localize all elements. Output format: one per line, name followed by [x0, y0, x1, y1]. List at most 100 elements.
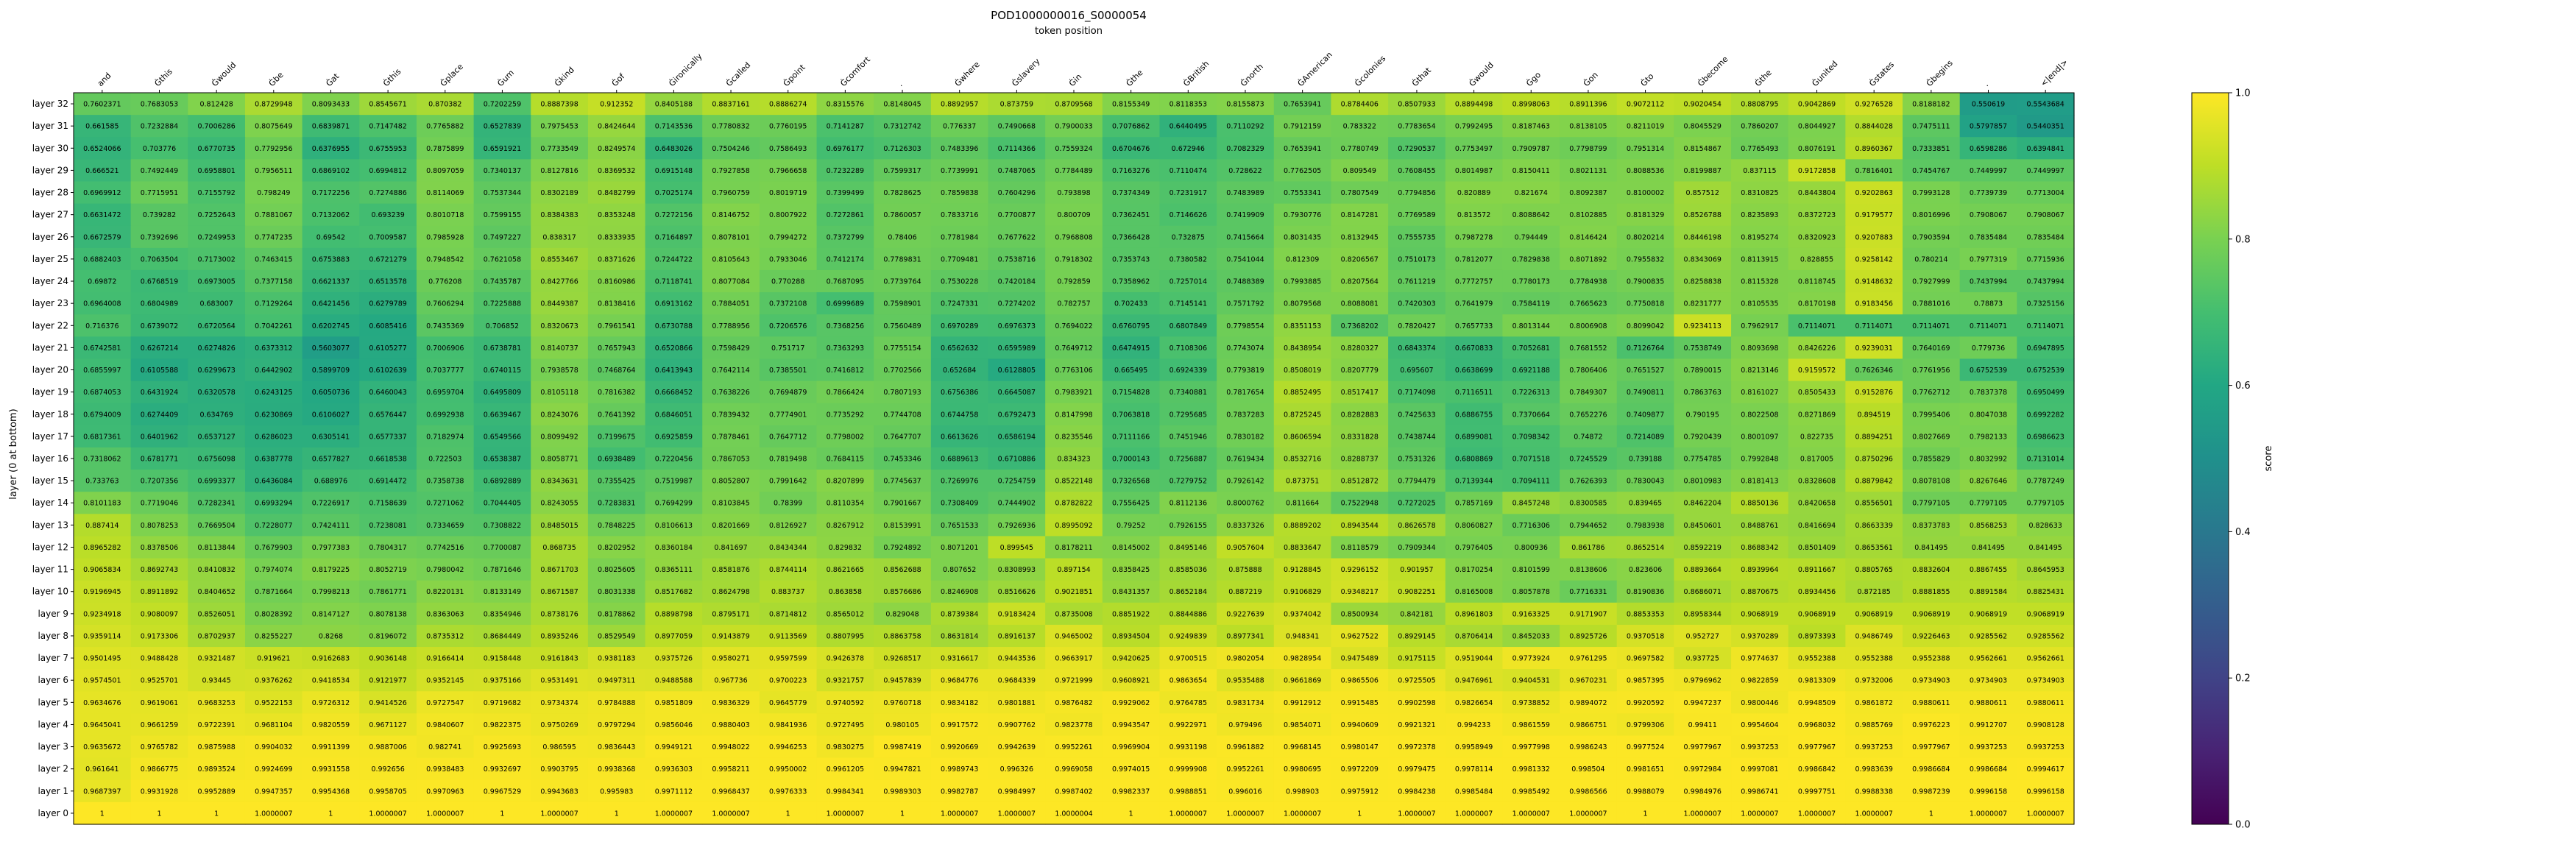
cell-value-label: 0.7848225: [598, 522, 635, 530]
heatmap-cell: [130, 225, 188, 249]
cell-value-label: 0.7353743: [1112, 255, 1150, 263]
cell-value-label: 0.7537344: [484, 189, 521, 197]
heatmap-cell: [2017, 757, 2075, 781]
heatmap-cell: [130, 269, 188, 293]
heatmap-cell: [416, 203, 475, 227]
cell-value-label: 0.7232289: [827, 167, 864, 175]
heatmap-cell: [1388, 757, 1446, 781]
cell-value-label: 0.7715936: [2026, 255, 2064, 263]
x-tick-label: Ġon: [1582, 70, 1600, 88]
cell-value-label: 1: [100, 810, 105, 818]
heatmap-cell: [816, 358, 874, 382]
cell-value-label: 0.9732006: [1855, 677, 1893, 685]
cell-value-label: 0.8333935: [598, 233, 635, 241]
heatmap-cell: [416, 425, 475, 448]
heatmap-cell: [1273, 336, 1332, 360]
heatmap-cell: [1273, 691, 1332, 714]
cell-value-label: 0.7173002: [197, 255, 235, 263]
cell-value-label: 0.7118741: [655, 278, 693, 286]
colorbar-tick-label: 0.8: [2235, 234, 2251, 245]
heatmap-cell: [244, 93, 303, 116]
heatmap-cell: [1159, 757, 1217, 781]
cell-value-label: 0.9989303: [883, 787, 921, 796]
heatmap-cell: [1845, 779, 1903, 803]
heatmap-cell: [702, 292, 760, 315]
y-tick-label: layer 10: [32, 587, 68, 597]
heatmap-cell: [645, 669, 703, 692]
heatmap-cell: [1217, 403, 1275, 426]
cell-value-label: 0.6964008: [83, 300, 121, 308]
cell-value-label: 0.8526788: [1684, 211, 1722, 219]
cell-value-label: 0.8729948: [255, 101, 292, 109]
heatmap-cell: [1731, 713, 1789, 737]
cell-value-label: 0.8384383: [540, 211, 578, 219]
colorbar-tick-label: 0.6: [2235, 381, 2251, 392]
cell-value-label: 0.8155349: [1112, 101, 1150, 109]
cell-value-label: 0.9234918: [83, 610, 121, 618]
chart-title: POD1000000016_S0000054: [991, 9, 1147, 23]
cell-value-label: 0.7619434: [1226, 456, 1264, 464]
heatmap-cell: [1331, 247, 1389, 271]
heatmap-cell: [1845, 203, 1903, 227]
heatmap-cell: [74, 580, 132, 604]
heatmap-cell: [359, 314, 417, 337]
heatmap-cell: [1616, 137, 1674, 160]
heatmap-cell: [1616, 181, 1674, 205]
heatmap-cell: [1560, 269, 1618, 293]
cell-value-label: 0.6752539: [1970, 367, 2007, 375]
cell-value-label: 0.8315576: [827, 101, 864, 109]
cell-value-label: 0.8088081: [1341, 300, 1379, 308]
heatmap-cell: [416, 558, 475, 581]
cell-value-label: 0.780214: [1914, 255, 1947, 263]
heatmap-cell: [1217, 713, 1275, 737]
heatmap-cell: [1903, 159, 1961, 183]
cell-value-label: 0.9880611: [1970, 699, 2007, 707]
heatmap-cell: [1217, 470, 1275, 492]
cell-value-label: 0.9903795: [540, 765, 578, 774]
cell-value-label: 0.8735312: [426, 632, 464, 640]
cell-value-label: 0.7538716: [998, 255, 1036, 263]
cell-value-label: 0.9937253: [2026, 743, 2064, 751]
heatmap-cell: [130, 314, 188, 337]
heatmap-cell: [759, 115, 818, 138]
heatmap-cell: [1045, 292, 1103, 315]
heatmap-cell: [1674, 93, 1732, 116]
heatmap-cell: [988, 691, 1046, 714]
heatmap-cell: [1616, 381, 1674, 404]
heatmap-cell: [816, 292, 874, 315]
cell-value-label: 1.0000007: [255, 810, 292, 818]
cell-value-label: 0.9179577: [1855, 211, 1893, 219]
cell-value-label: 0.8935246: [540, 632, 578, 640]
cell-value-label: 0.7804317: [369, 544, 406, 552]
heatmap-cell: [302, 669, 360, 692]
cell-value-label: 0.7052681: [1512, 344, 1550, 353]
heatmap-cell: [2017, 801, 2075, 825]
cell-value-label: 0.8258838: [1684, 278, 1722, 286]
cell-value-label: 0.9813309: [1798, 677, 1836, 685]
heatmap-cell: [1502, 115, 1560, 138]
cell-value-label: 0.8735008: [1055, 610, 1092, 618]
cell-value-label: 0.7374349: [1112, 189, 1150, 197]
cell-value-label: 0.652684: [943, 367, 976, 375]
cell-value-label: 0.6843374: [1398, 344, 1435, 353]
heatmap-cell: [816, 602, 874, 626]
heatmap-cell: [587, 580, 646, 604]
x-tick-label: ĠAmerican: [1296, 50, 1334, 88]
cell-value-label: 0.9866775: [141, 765, 178, 774]
x-tick-label: Ġum: [495, 68, 516, 88]
cell-value-label: 0.6993294: [255, 500, 292, 508]
heatmap-cell: [1217, 247, 1275, 271]
cell-value-label: 0.9797294: [598, 721, 635, 729]
cell-value-label: 0.7830043: [1627, 478, 1664, 486]
cell-value-label: 0.7788956: [712, 322, 749, 330]
heatmap-cell: [1502, 292, 1560, 315]
heatmap-cell: [874, 757, 932, 781]
heatmap-cell: [930, 381, 989, 404]
heatmap-cell: [130, 779, 188, 803]
cell-value-label: 0.7599155: [484, 211, 521, 219]
cell-value-label: 0.7608455: [1398, 167, 1435, 175]
heatmap-cell: [359, 181, 417, 205]
cell-value-label: 0.7163276: [1112, 167, 1150, 175]
heatmap-cell: [874, 580, 932, 604]
heatmap-cell: [702, 203, 760, 227]
